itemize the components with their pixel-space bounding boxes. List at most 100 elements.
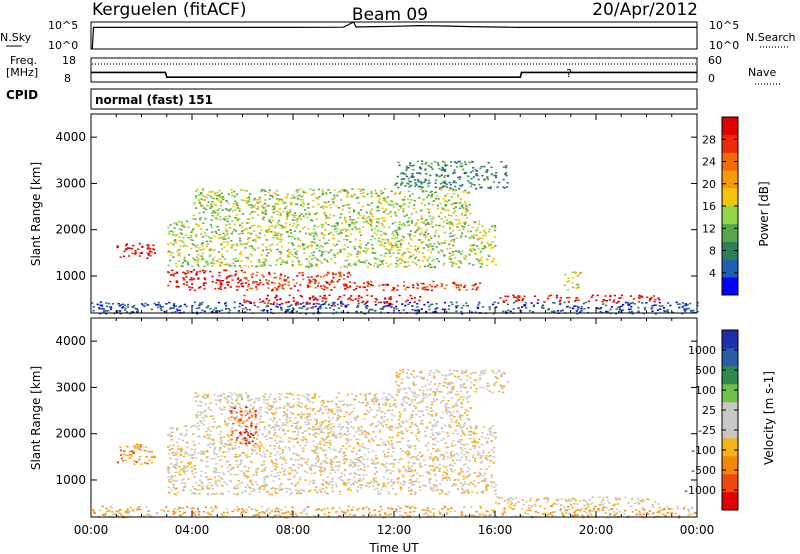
scatter-cell bbox=[452, 432, 455, 435]
scatter-cell bbox=[432, 447, 435, 450]
scatter-cell bbox=[345, 259, 349, 262]
scatter-cell bbox=[275, 442, 278, 445]
scatter-cell bbox=[316, 492, 319, 494]
scatter-cell bbox=[264, 209, 268, 212]
scatter-cell bbox=[425, 444, 428, 447]
scatter-cell bbox=[330, 459, 333, 461]
scatter-cell bbox=[262, 283, 265, 286]
scatter-cell bbox=[457, 286, 460, 288]
scatter-cell bbox=[235, 418, 238, 421]
scatter-cell bbox=[263, 401, 266, 404]
scatter-cell bbox=[324, 441, 328, 444]
scatter-cell bbox=[263, 447, 266, 449]
scatter-cell bbox=[246, 238, 249, 241]
scatter-cell bbox=[353, 407, 356, 409]
scatter-cell bbox=[228, 447, 231, 450]
scatter-cell bbox=[300, 307, 303, 309]
scatter-cell bbox=[541, 304, 545, 306]
scatter-cell bbox=[437, 252, 440, 254]
scatter-cell bbox=[146, 257, 149, 259]
scatter-cell bbox=[130, 247, 133, 250]
scatter-cell bbox=[430, 428, 434, 431]
scatter-cell bbox=[314, 213, 317, 215]
scatter-cell bbox=[315, 421, 318, 424]
scatter-cell bbox=[575, 310, 578, 312]
scatter-cell bbox=[367, 465, 370, 468]
scatter-cell bbox=[220, 436, 223, 439]
scatter-cell bbox=[389, 426, 392, 428]
scatter-cell bbox=[276, 194, 280, 196]
scatter-cell bbox=[354, 238, 357, 241]
scatter-cell bbox=[381, 207, 384, 210]
scatter-cell bbox=[393, 245, 396, 247]
scatter-cell bbox=[259, 281, 262, 284]
scatter-cell bbox=[676, 303, 680, 306]
scatter-cell bbox=[372, 440, 375, 442]
cpid-value: normal (fast) 151 bbox=[95, 93, 213, 107]
scatter-cell bbox=[412, 286, 415, 289]
scatter-cell bbox=[453, 234, 456, 236]
scatter-cell bbox=[321, 193, 324, 196]
scatter-cell bbox=[425, 235, 428, 237]
scatter-cell bbox=[292, 222, 296, 225]
scatter-cell bbox=[414, 245, 417, 247]
scatter-cell bbox=[479, 472, 482, 475]
scatter-cell bbox=[469, 171, 473, 174]
scatter-cell bbox=[312, 306, 315, 308]
scatter-cell bbox=[188, 454, 191, 456]
scatter-cell bbox=[249, 193, 252, 195]
scatter-cell bbox=[374, 301, 377, 303]
scatter-cell bbox=[410, 475, 413, 478]
scatter-cell bbox=[242, 189, 245, 192]
scatter-cell bbox=[202, 188, 205, 190]
scatter-cell bbox=[257, 214, 260, 216]
scatter-cell bbox=[412, 176, 415, 178]
scatter-cell bbox=[442, 264, 445, 267]
scatter-cell bbox=[400, 184, 403, 186]
scatter-cell bbox=[101, 307, 104, 310]
scatter-cell bbox=[305, 441, 308, 444]
scatter-cell bbox=[382, 211, 385, 213]
scatter-cell bbox=[465, 458, 468, 461]
scatter-cell bbox=[460, 162, 463, 165]
scatter-cell bbox=[170, 435, 173, 437]
scatter-cell bbox=[313, 224, 316, 227]
scatter-cell bbox=[287, 478, 290, 481]
scatter-cell bbox=[220, 309, 224, 312]
scatter-cell bbox=[258, 283, 261, 286]
scatter-cell bbox=[193, 464, 196, 467]
scatter-cell bbox=[330, 225, 333, 227]
scatter-cell bbox=[276, 306, 279, 308]
scatter-cell bbox=[272, 236, 275, 239]
scatter-cell bbox=[424, 204, 427, 206]
scatter-cell bbox=[458, 441, 462, 443]
scatter-cell bbox=[176, 491, 180, 494]
scatter-cell bbox=[556, 310, 559, 312]
scatter-cell bbox=[407, 251, 410, 253]
scatter-cell bbox=[317, 312, 320, 315]
scatter-cell bbox=[297, 431, 300, 433]
scatter-cell bbox=[343, 189, 346, 191]
scatter-cell bbox=[405, 470, 408, 473]
scatter-cell bbox=[348, 297, 351, 299]
scatter-cell bbox=[169, 224, 172, 226]
scatter-cell bbox=[175, 262, 178, 265]
scatter-cell bbox=[241, 438, 244, 441]
scatter-cell bbox=[218, 449, 221, 452]
scatter-cell bbox=[371, 235, 374, 238]
scatter-cell bbox=[363, 453, 366, 456]
scatter-cell bbox=[136, 309, 139, 312]
scatter-cell bbox=[294, 252, 297, 254]
scatter-cell bbox=[376, 258, 379, 260]
scatter-cell bbox=[219, 216, 222, 218]
scatter-cell bbox=[280, 251, 283, 254]
scatter-cell bbox=[444, 165, 447, 167]
scatter-cell bbox=[318, 239, 321, 242]
scatter-cell bbox=[498, 181, 501, 184]
scatter-cell bbox=[256, 306, 259, 308]
scatter-cell bbox=[347, 429, 350, 432]
scatter-cell bbox=[377, 200, 380, 202]
scatter-cell bbox=[329, 307, 332, 309]
scatter-cell bbox=[663, 309, 666, 312]
scatter-cell bbox=[333, 194, 336, 197]
